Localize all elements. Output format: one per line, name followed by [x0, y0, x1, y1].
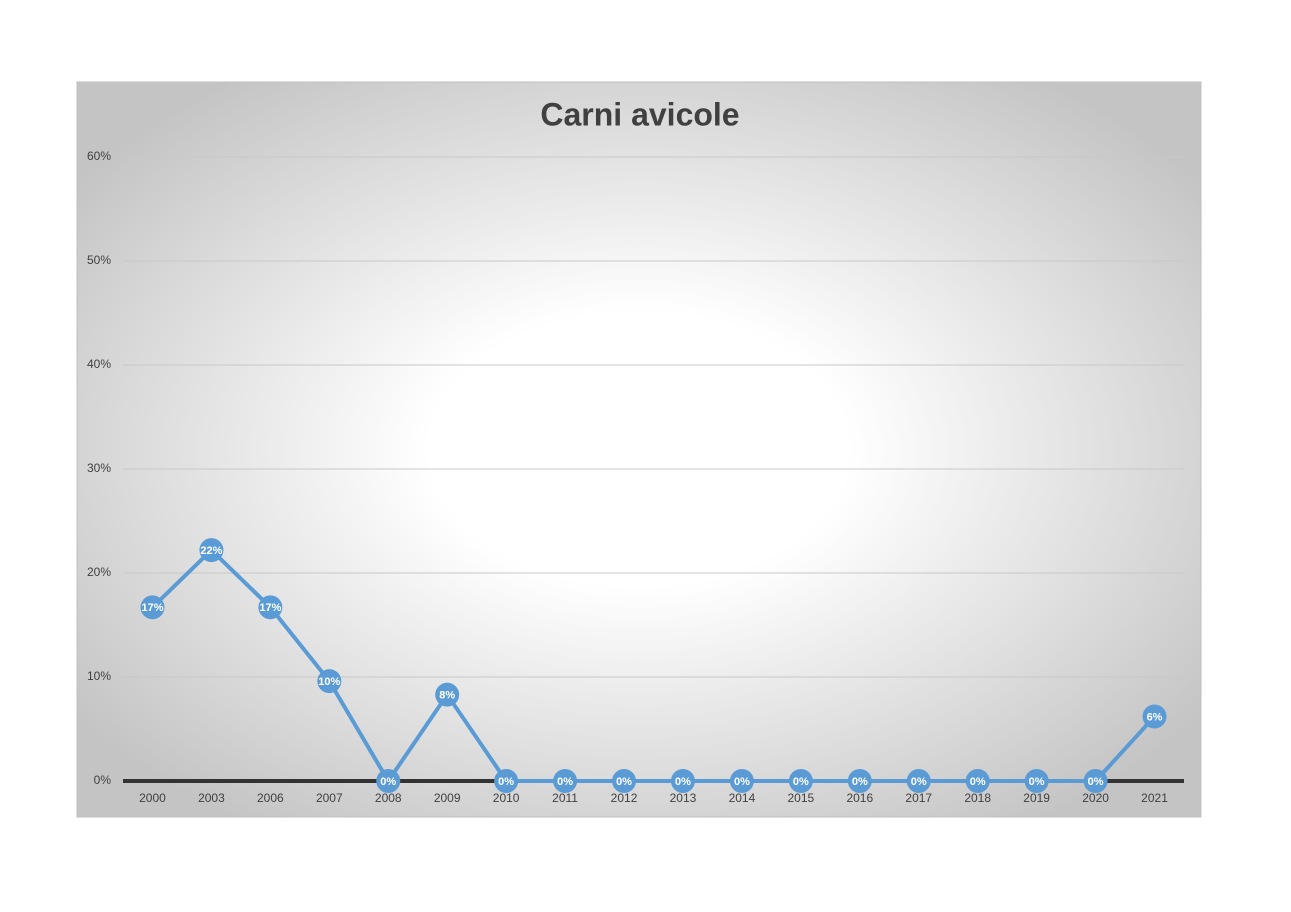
x-tick-label: 2017 [905, 791, 932, 805]
marker [670, 769, 695, 793]
x-tick-label: 2011 [552, 791, 578, 805]
x-tick-label: 2014 [729, 791, 756, 805]
marker [847, 769, 872, 793]
data-label: 0% [675, 776, 691, 788]
y-tick-label: 50% [87, 253, 111, 267]
marker [376, 769, 401, 793]
marker [729, 769, 754, 793]
y-tick-label: 60% [87, 149, 111, 163]
y-tick-label: 40% [87, 357, 111, 371]
data-label: 0% [852, 776, 868, 788]
x-tick-label: 2010 [493, 791, 520, 805]
x-tick-label: 2000 [139, 791, 166, 805]
data-label: 0% [911, 776, 927, 788]
data-label: 0% [1029, 776, 1045, 788]
data-label: 10% [318, 676, 340, 688]
x-tick-label: 2015 [788, 791, 815, 805]
x-tick-label: 2013 [670, 791, 697, 805]
data-label: 0% [380, 776, 396, 788]
marker [553, 769, 578, 793]
x-tick-label: 2020 [1082, 791, 1109, 805]
marker [1024, 769, 1049, 793]
data-label: 6% [1147, 711, 1163, 723]
x-tick-label: 2007 [316, 791, 343, 805]
marker [199, 538, 224, 563]
data-label: 0% [793, 776, 809, 788]
data-label: 8% [439, 690, 455, 702]
x-tick-label: 2012 [611, 791, 638, 805]
x-tick-label: 2009 [434, 791, 461, 805]
x-tick-label: 2016 [846, 791, 873, 805]
x-tick-label: 2019 [1023, 791, 1050, 805]
data-label: 0% [734, 776, 750, 788]
marker [788, 769, 813, 793]
data-label: 0% [498, 776, 514, 788]
chart-title: Carni avicole [540, 96, 739, 132]
marker [612, 769, 637, 793]
marker [1083, 769, 1108, 793]
x-tick-label: 2021 [1141, 791, 1168, 805]
y-tick-label: 0% [94, 773, 112, 787]
data-label: 0% [616, 776, 632, 788]
marker [140, 595, 165, 620]
y-tick-label: 20% [87, 565, 111, 579]
marker [906, 769, 931, 793]
x-tick-label: 2018 [964, 791, 991, 805]
marker [1142, 704, 1167, 729]
data-label: 17% [259, 602, 281, 614]
chart-area [76, 81, 1202, 818]
marker [494, 769, 519, 793]
x-tick-label: 2008 [375, 791, 402, 805]
y-tick-label: 30% [87, 461, 111, 475]
x-tick-label: 2003 [198, 791, 225, 805]
x-tick-label: 2006 [257, 791, 284, 805]
data-label: 0% [557, 776, 573, 788]
marker [965, 769, 990, 793]
marker [258, 595, 283, 620]
data-label: 22% [200, 545, 222, 557]
marker [435, 682, 460, 707]
data-label: 0% [1088, 776, 1104, 788]
data-label: 0% [970, 776, 986, 788]
data-label: 17% [141, 602, 163, 614]
marker [317, 669, 342, 694]
y-tick-label: 10% [87, 669, 111, 683]
